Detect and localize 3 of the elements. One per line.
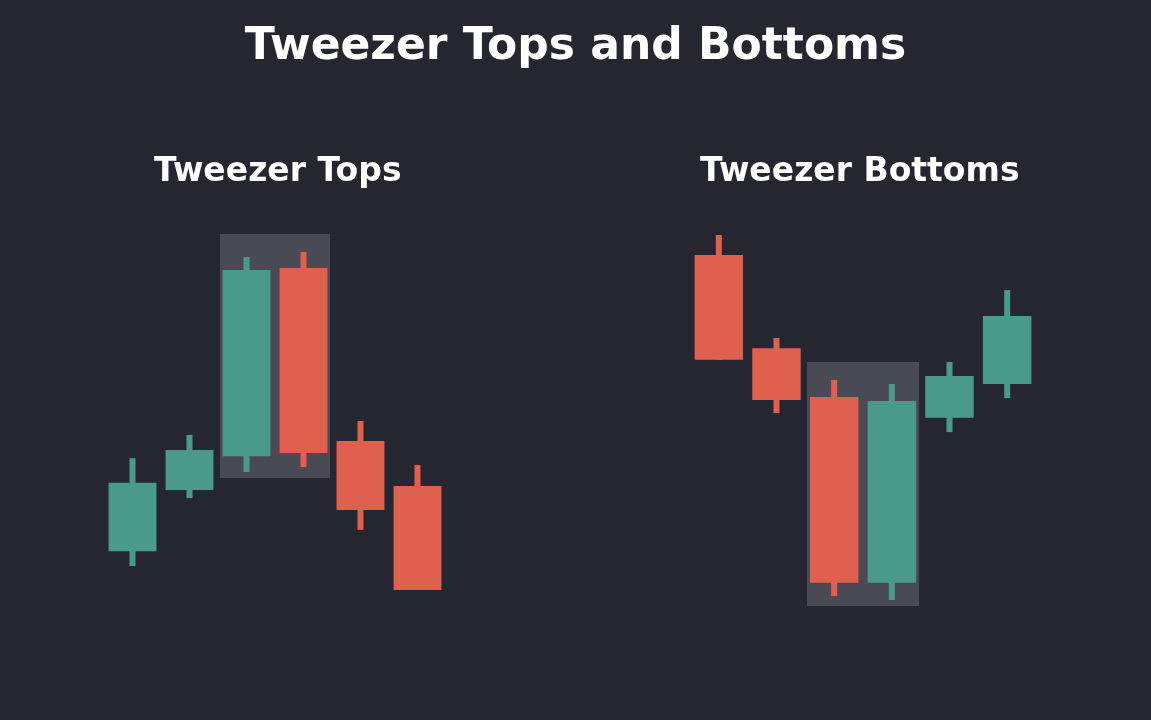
chart-title: Tweezer Bottoms (700, 150, 1020, 189)
text: Tweezer Tops and Bottoms (243, 18, 908, 69)
chart-title: Tweezer Tops (154, 150, 402, 189)
